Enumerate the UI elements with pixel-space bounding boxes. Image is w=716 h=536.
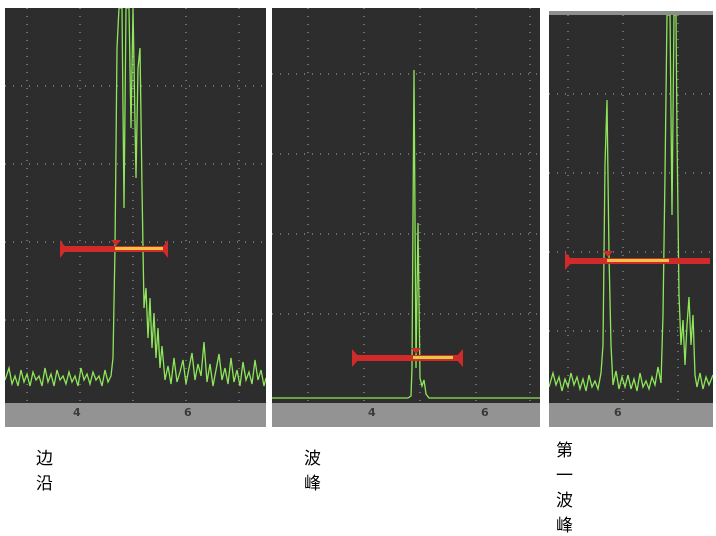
axis-strip: 6 bbox=[549, 403, 713, 427]
waveform-trace bbox=[5, 8, 266, 387]
waveform-trace bbox=[549, 15, 713, 392]
axis-tick-label: 4 bbox=[73, 406, 81, 419]
ascan-plot bbox=[5, 8, 266, 403]
axis-tick-label: 6 bbox=[481, 406, 489, 419]
panel-caption: 边沿 bbox=[36, 449, 53, 494]
grid-dots bbox=[272, 8, 540, 403]
grid-dots bbox=[549, 15, 713, 403]
axis-tick-label: 6 bbox=[614, 406, 622, 419]
top-status-bar bbox=[549, 11, 713, 15]
axis-tick-label: 4 bbox=[368, 406, 376, 419]
gate-bar bbox=[60, 240, 168, 258]
ascan-plot bbox=[272, 8, 540, 403]
ascan-screen bbox=[5, 8, 266, 403]
ascan-plot bbox=[549, 15, 713, 403]
axis-strip: 4 6 bbox=[272, 403, 540, 427]
ascan-screen bbox=[272, 8, 540, 403]
axis-tick-label: 6 bbox=[184, 406, 192, 419]
panel-caption: 第一波峰 bbox=[556, 441, 573, 536]
gate-bar bbox=[565, 251, 710, 270]
ascan-screen bbox=[549, 15, 713, 403]
panel-caption: 波峰 bbox=[304, 449, 321, 494]
axis-strip: 4 6 bbox=[5, 403, 266, 427]
waveform-trace bbox=[272, 69, 540, 399]
grid-dots bbox=[5, 8, 266, 403]
gate-bar bbox=[352, 348, 463, 367]
